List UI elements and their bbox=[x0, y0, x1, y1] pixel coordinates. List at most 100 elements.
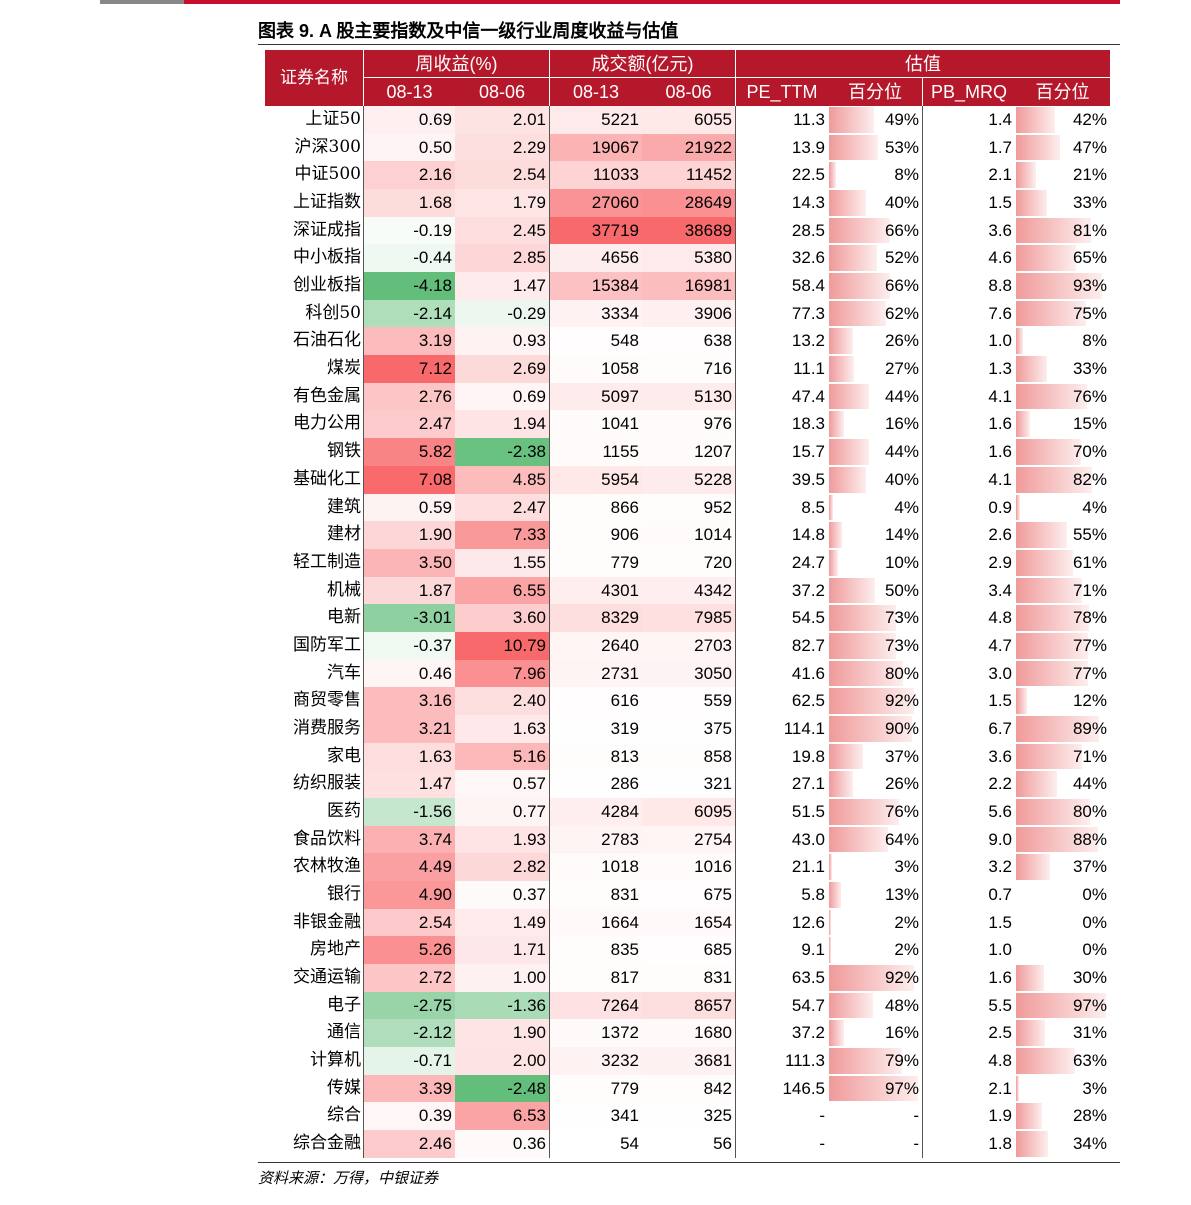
cell: - bbox=[913, 1134, 919, 1154]
cell: 1.94 bbox=[455, 410, 549, 439]
cell: 4.8 bbox=[988, 608, 1012, 628]
cell: 548 bbox=[549, 327, 642, 356]
cell: 3% bbox=[1082, 1078, 1107, 1098]
cell: 5130 bbox=[642, 382, 735, 411]
cell: 77% bbox=[1072, 663, 1107, 683]
cell: 39.5 bbox=[791, 469, 825, 489]
data-bar bbox=[1016, 439, 1082, 465]
cell: 27% bbox=[884, 359, 919, 379]
cell: 54 bbox=[549, 1130, 642, 1158]
cell: 37% bbox=[884, 746, 919, 766]
cell: 6.55 bbox=[455, 576, 549, 605]
cell: 2.54 bbox=[455, 161, 549, 190]
cell: 4.90 bbox=[363, 881, 455, 909]
data-bar bbox=[1016, 715, 1099, 742]
cell: 0% bbox=[1082, 940, 1107, 960]
cell: 78% bbox=[1072, 608, 1107, 628]
data-bar bbox=[1016, 217, 1092, 244]
cell: 37.2 bbox=[791, 580, 825, 600]
cell: 76% bbox=[884, 802, 919, 821]
cell: -0.44 bbox=[363, 244, 455, 273]
cell: 6055 bbox=[642, 106, 735, 134]
data-bar bbox=[1016, 190, 1047, 216]
row-name: 农林牧渔 bbox=[293, 856, 361, 877]
cell: 2.46 bbox=[363, 1130, 455, 1158]
cell: 4342 bbox=[642, 576, 735, 605]
row-name: 食品饮料 bbox=[293, 828, 361, 849]
cell: 27.1 bbox=[791, 774, 825, 794]
cell: 1.90 bbox=[363, 521, 455, 549]
cell: 92% bbox=[884, 691, 919, 711]
cell: 8.8 bbox=[988, 276, 1012, 296]
cell: 4284 bbox=[549, 798, 642, 826]
cell: 8% bbox=[1082, 331, 1107, 351]
cell: 341 bbox=[549, 1102, 642, 1131]
cell: 720 bbox=[642, 548, 735, 577]
cell: 2.00 bbox=[455, 1047, 549, 1075]
cell: 2.47 bbox=[455, 493, 549, 522]
cell: 18.3 bbox=[791, 414, 825, 434]
cell: 19067 bbox=[549, 133, 642, 162]
cell: 1.93 bbox=[455, 825, 549, 854]
header-name: 证券名称 bbox=[280, 68, 348, 87]
cell: 32.6 bbox=[791, 248, 825, 268]
cell: 30% bbox=[1072, 968, 1107, 988]
cell: 2.29 bbox=[455, 133, 549, 162]
cell: 2.40 bbox=[455, 687, 549, 715]
top-bar bbox=[100, 0, 1120, 4]
cell: 47.4 bbox=[791, 386, 825, 406]
cell: 2754 bbox=[642, 825, 735, 854]
data-bar bbox=[829, 1048, 902, 1074]
cell: 1.55 bbox=[455, 548, 549, 577]
cell: 0.69 bbox=[455, 382, 549, 411]
cell: 2.1 bbox=[988, 1078, 1012, 1098]
cell: 5.5 bbox=[988, 995, 1012, 1015]
cell: 2.16 bbox=[363, 161, 455, 190]
cell: 9.0 bbox=[988, 829, 1012, 849]
data-bar bbox=[829, 411, 844, 438]
cell: 952 bbox=[642, 493, 735, 522]
cell: 80% bbox=[1072, 802, 1107, 821]
cell: 7.12 bbox=[363, 355, 455, 383]
cell: 1.0 bbox=[988, 940, 1012, 960]
cell: 5.16 bbox=[455, 742, 549, 771]
row-name: 银行 bbox=[327, 884, 361, 905]
cell: 13.9 bbox=[791, 137, 825, 157]
cell: 47% bbox=[1072, 137, 1107, 157]
cell: 62% bbox=[884, 303, 919, 323]
cell: 4.8 bbox=[988, 1051, 1012, 1071]
cell: - bbox=[819, 1106, 825, 1126]
cell: 111.3 bbox=[784, 1051, 825, 1071]
header-col: PB_MRQ bbox=[922, 78, 1015, 106]
cell: 638 bbox=[642, 327, 735, 356]
data-bar bbox=[1016, 245, 1077, 272]
cell: 2.2 bbox=[988, 774, 1012, 794]
cell: 37719 bbox=[549, 216, 642, 245]
cell: 5221 bbox=[549, 106, 642, 134]
title: 图表 9. A 股主要指数及中信一级行业周度收益与估值 bbox=[258, 21, 679, 41]
data-bar bbox=[829, 383, 870, 410]
cell: 16981 bbox=[642, 272, 735, 300]
row-name: 上证50 bbox=[305, 109, 361, 129]
cell: 3.21 bbox=[363, 714, 455, 743]
cell: 11033 bbox=[549, 161, 642, 190]
data-bar bbox=[1016, 1075, 1019, 1102]
rule bbox=[258, 1162, 1120, 1163]
cell: 5954 bbox=[549, 465, 642, 494]
data-bar bbox=[1016, 411, 1030, 438]
data-bar bbox=[1016, 660, 1088, 687]
data-bar bbox=[1016, 162, 1036, 189]
cell: 14.8 bbox=[791, 525, 825, 545]
cell: 5.82 bbox=[363, 438, 455, 466]
cell: 1207 bbox=[642, 438, 735, 466]
cell: 1.8 bbox=[988, 1134, 1012, 1154]
cell: 37% bbox=[1072, 857, 1107, 877]
col-sep bbox=[922, 106, 923, 1158]
cell: 56 bbox=[642, 1130, 735, 1158]
cell: 0.9 bbox=[988, 497, 1012, 517]
cell: 146.5 bbox=[782, 1078, 825, 1098]
row-name: 沪深300 bbox=[294, 136, 361, 157]
data-bar bbox=[829, 494, 833, 521]
data-bar bbox=[829, 660, 903, 687]
row-name: 基础化工 bbox=[293, 468, 361, 489]
